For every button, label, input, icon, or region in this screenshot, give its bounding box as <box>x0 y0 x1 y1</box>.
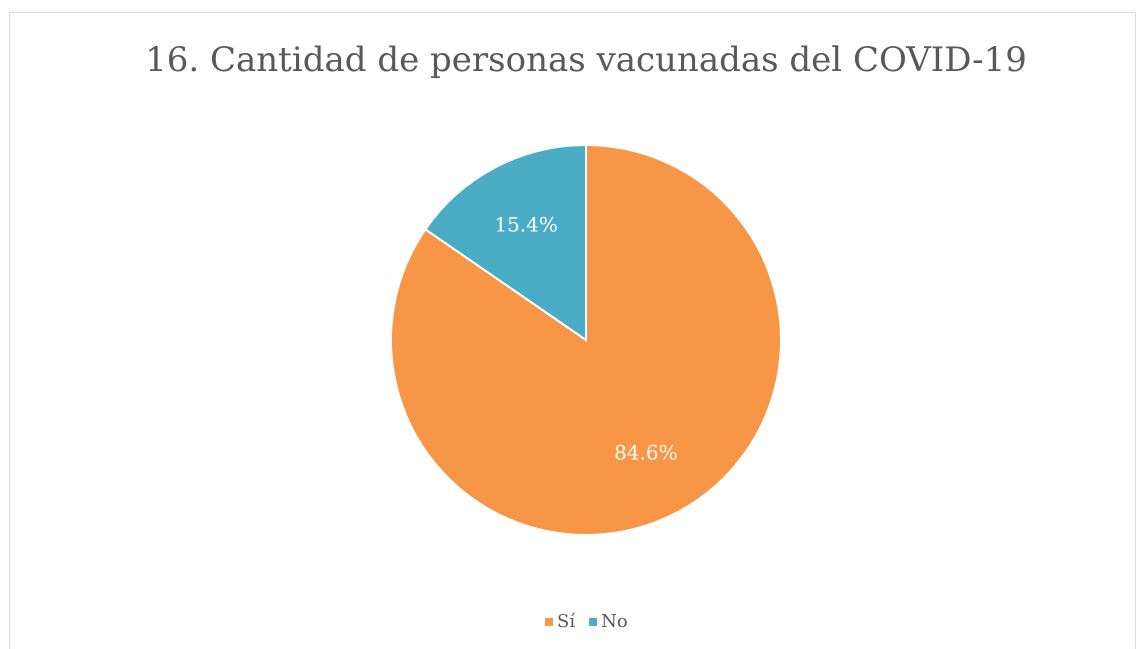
data-label: 15.4% <box>494 213 558 237</box>
pie-slice <box>424 143 587 342</box>
legend-label: Sí <box>557 611 575 632</box>
legend-swatch <box>589 618 598 626</box>
data-label: 84.6% <box>614 440 678 464</box>
chart-title: 16. Cantidad de personas vacunadas del C… <box>145 40 1027 80</box>
legend-swatch <box>545 618 553 626</box>
legend-label: No <box>601 611 628 632</box>
